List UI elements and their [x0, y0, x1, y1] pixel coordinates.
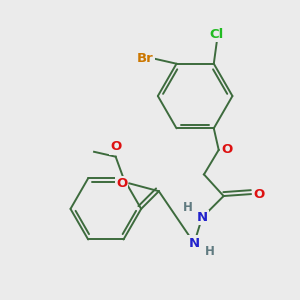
Text: Cl: Cl — [210, 28, 224, 41]
Text: H: H — [205, 244, 215, 257]
Text: H: H — [183, 201, 193, 214]
Text: N: N — [189, 237, 200, 250]
Text: N: N — [196, 211, 208, 224]
Text: O: O — [110, 140, 121, 153]
Text: O: O — [116, 177, 127, 190]
Text: O: O — [221, 143, 232, 156]
Text: O: O — [253, 188, 265, 201]
Text: Br: Br — [137, 52, 154, 65]
